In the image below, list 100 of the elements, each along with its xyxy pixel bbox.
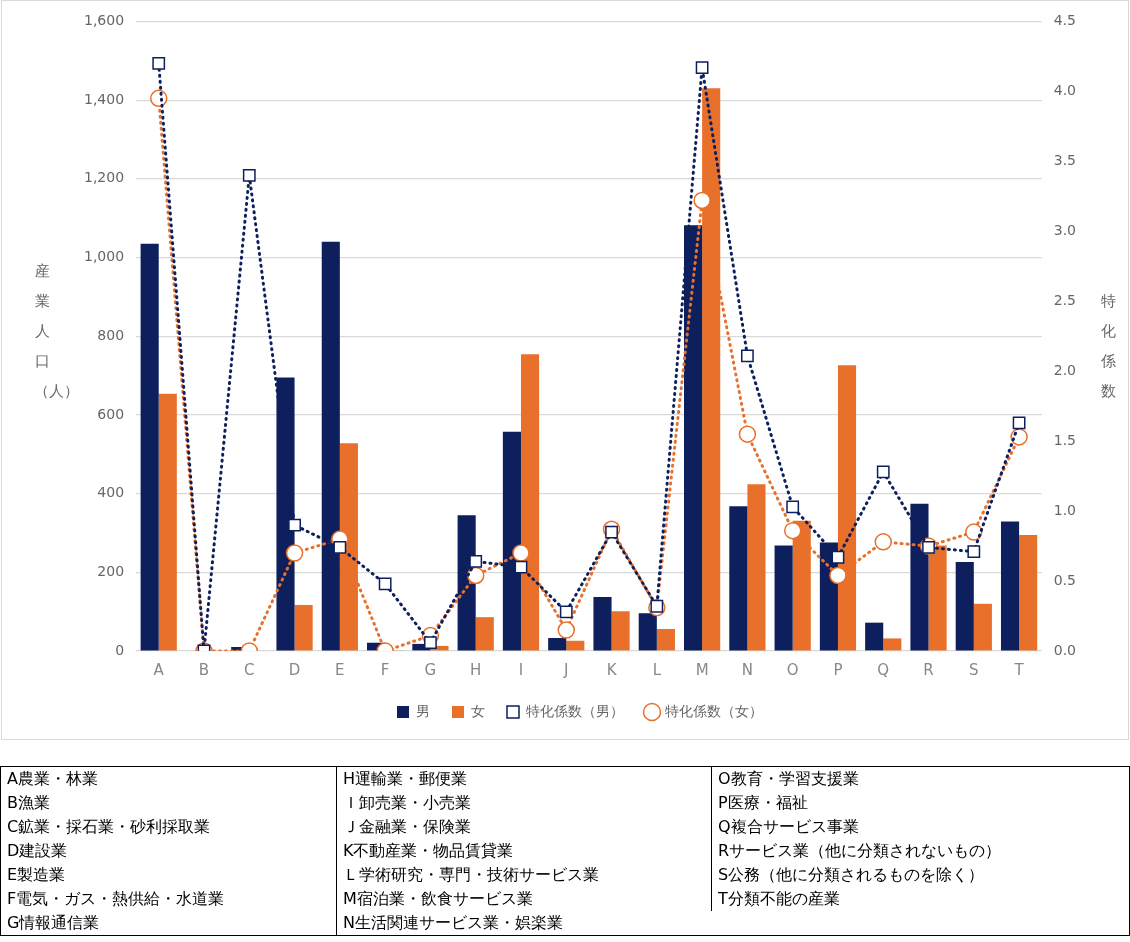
- x-tick-label: L: [652, 660, 662, 679]
- text: B漁業: [6, 792, 51, 814]
- bar: [973, 603, 992, 651]
- point: [512, 544, 530, 562]
- point: [242, 168, 256, 182]
- y2-tick-label: 1.5: [1053, 431, 1076, 448]
- point: [876, 465, 890, 479]
- legend-label: 男: [416, 702, 430, 719]
- y2-tick-label: 3.5: [1053, 151, 1076, 168]
- point: [469, 555, 483, 568]
- bar: [158, 393, 177, 651]
- point: [693, 191, 711, 210]
- text: N生活関連サービス業・娯楽業: [336, 911, 711, 935]
- point: [333, 541, 347, 554]
- bar: [475, 617, 494, 651]
- text: P医療・福祉: [711, 791, 1130, 815]
- bar: [883, 638, 902, 651]
- text: A農業・林業: [6, 768, 99, 790]
- x-tick-label: K: [606, 660, 618, 679]
- x-tick-label: G: [424, 660, 437, 679]
- legend-label: 女: [471, 702, 485, 719]
- bar: [865, 622, 884, 651]
- point: [783, 521, 802, 540]
- y-tick-label: 400: [97, 484, 125, 501]
- y2-tick-label: 0.5: [1053, 571, 1076, 588]
- x-tick-label: P: [833, 660, 843, 679]
- bar: [656, 628, 675, 651]
- point: [740, 349, 754, 363]
- bar: [1000, 521, 1020, 651]
- text: D建設業: [6, 840, 69, 862]
- y2-tick-label: 3.0: [1053, 221, 1076, 238]
- y2-tick-label: 2.5: [1053, 291, 1076, 308]
- y-tick-label: 1,200: [83, 169, 125, 186]
- legend-label: 特化係数（男）: [526, 702, 624, 719]
- y-tick-label: 200: [97, 562, 125, 579]
- text: T分類不能の産業: [711, 887, 1130, 911]
- x-tick-label: E: [335, 660, 345, 679]
- bar: [593, 597, 612, 651]
- y-axis-title: 産業人口（人）: [34, 261, 79, 402]
- x-tick-label: S: [969, 660, 979, 679]
- bar: [611, 611, 630, 651]
- bar: [955, 562, 974, 651]
- y2-tick-label: 0.0: [1053, 641, 1076, 658]
- text: Ｌ学術研究・専門・技術サービス業: [336, 863, 711, 887]
- x-tick-label: Q: [877, 660, 890, 679]
- bar: [566, 640, 585, 651]
- x-tick-label: R: [923, 660, 934, 679]
- point: [152, 56, 166, 70]
- point: [378, 577, 392, 591]
- point: [557, 621, 576, 639]
- x-tick-label: N: [741, 660, 754, 679]
- point: [424, 636, 437, 650]
- point: [650, 599, 664, 613]
- x-tick-label: H: [470, 660, 482, 679]
- point: [786, 500, 800, 514]
- text: O教育・学習支援業: [711, 767, 1130, 791]
- x-tick-label: T: [1013, 660, 1025, 679]
- bar: [548, 638, 567, 651]
- point: [285, 544, 304, 562]
- bar: [140, 243, 159, 651]
- text: K不動産業・物品賃貸業: [336, 839, 711, 863]
- point: [829, 566, 847, 585]
- point: [874, 533, 892, 551]
- y-tick-label: 1,000: [83, 248, 125, 265]
- text: E製造業: [6, 864, 67, 886]
- point: [559, 605, 573, 619]
- y2-tick-label: 2.0: [1053, 361, 1076, 378]
- y-tick-label: 600: [97, 405, 125, 422]
- point: [965, 523, 983, 541]
- x-tick-label: F: [380, 660, 390, 679]
- y-tick-label: 0: [115, 641, 125, 658]
- point: [1012, 416, 1026, 430]
- bar: [729, 506, 748, 651]
- x-tick-label: D: [288, 660, 301, 679]
- x-tick-label: O: [786, 660, 799, 679]
- text: Ｊ金融業・保険業: [336, 815, 711, 839]
- y-tick-label: 800: [97, 326, 125, 343]
- text: Ｉ卸売業・小売業: [336, 791, 711, 815]
- text: F電気・ガス・熱供給・水道業: [6, 888, 226, 910]
- point: [831, 550, 845, 564]
- bar: [1019, 534, 1038, 651]
- text: H運輸業・郵便業: [336, 767, 711, 791]
- x-tick-label: M: [695, 660, 709, 679]
- y2-tick-label: 4.0: [1053, 82, 1076, 98]
- point: [695, 61, 709, 74]
- x-tick-label: C: [244, 660, 255, 679]
- y2-axis-title: 特化係数: [1100, 291, 1116, 402]
- y-tick-label: 1,400: [83, 90, 125, 107]
- text: S公務（他に分類されるものを除く）: [711, 863, 1130, 887]
- x-tick-label: J: [563, 660, 569, 679]
- legend-label: 特化係数（女）: [665, 702, 763, 719]
- bar: [747, 484, 766, 651]
- text: C鉱業・採石業・砂利採取業: [6, 816, 212, 838]
- point: [738, 425, 757, 443]
- x-tick-label: I: [518, 660, 524, 679]
- x-tick-label: B: [198, 660, 210, 679]
- point: [288, 518, 301, 532]
- text: G情報通信業: [6, 912, 101, 934]
- y2-tick-label: 1.0: [1053, 501, 1076, 518]
- x-tick-label: A: [153, 660, 165, 679]
